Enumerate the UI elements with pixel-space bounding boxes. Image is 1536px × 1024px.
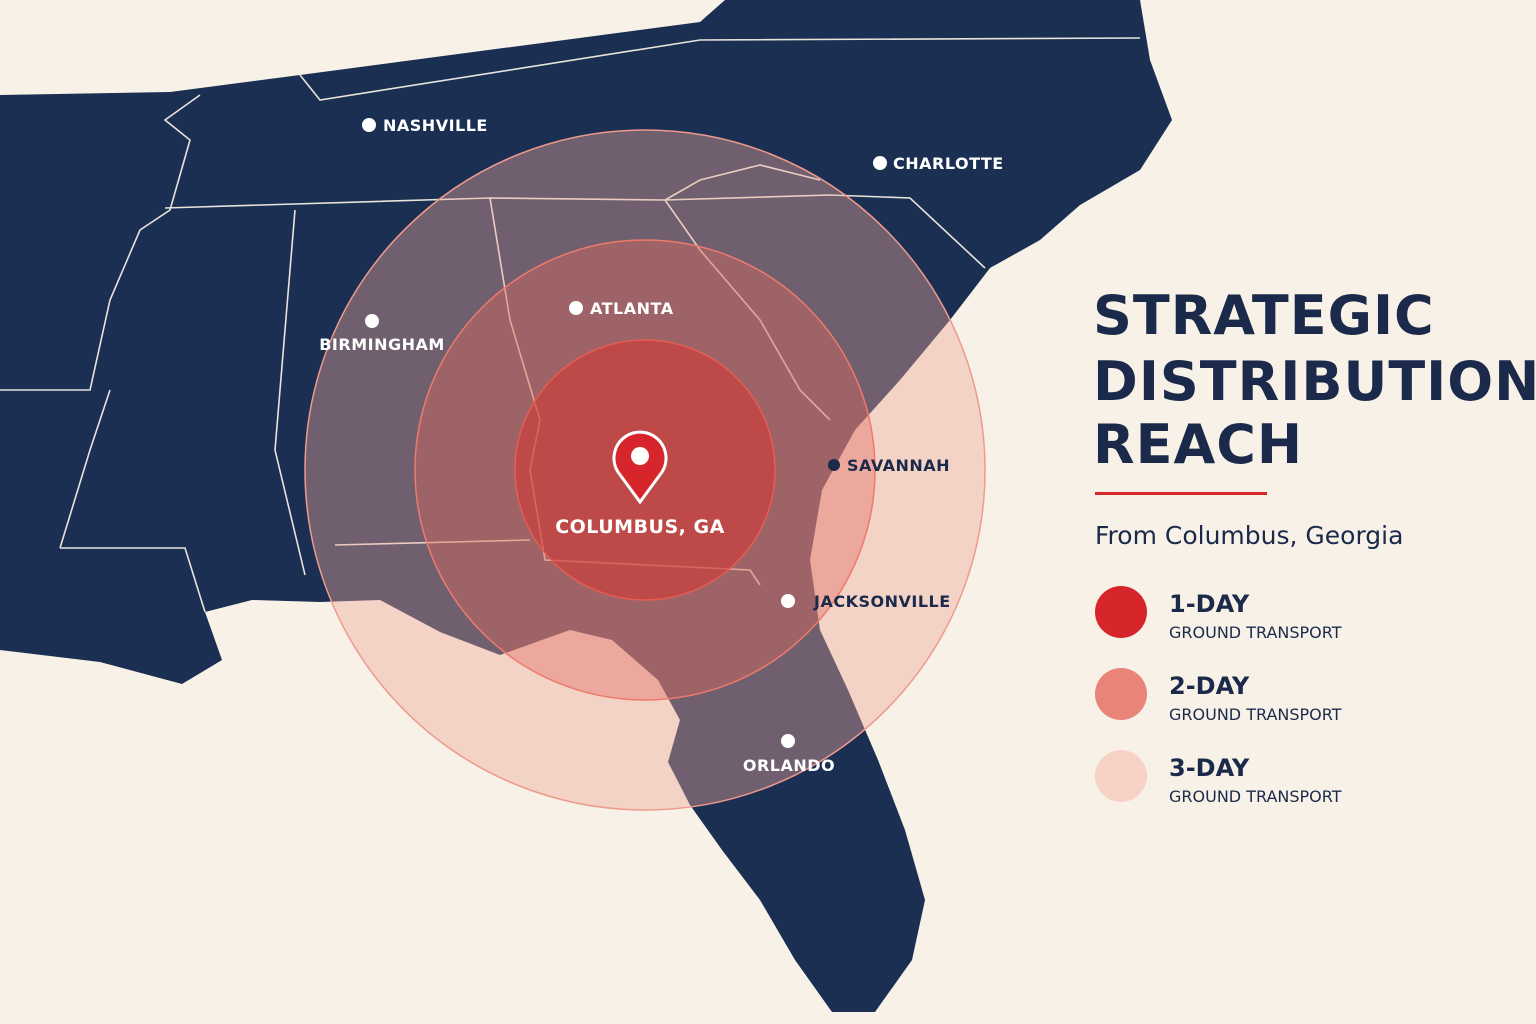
title-line: DISTRIBUTION — [1093, 350, 1536, 413]
title-line: STRATEGIC — [1093, 284, 1435, 347]
legend-sublabel: GROUND TRANSPORT — [1169, 623, 1342, 642]
city-markers — [362, 118, 887, 748]
legend-swatch — [1095, 668, 1147, 720]
city-label: SAVANNAH — [847, 456, 950, 475]
title-rule — [1095, 492, 1267, 495]
legend-label: 1-DAY — [1169, 590, 1250, 618]
legend-swatch — [1095, 586, 1147, 638]
legend-label: 3-DAY — [1169, 754, 1250, 782]
city-label: BIRMINGHAM — [319, 335, 445, 354]
city-label: JACKSONVILLE — [813, 592, 951, 611]
center-pin — [612, 430, 668, 505]
state-borders — [0, 37, 1141, 613]
city-label: NASHVILLE — [383, 116, 488, 135]
title-line: REACH — [1093, 413, 1303, 476]
city-label: ATLANTA — [590, 299, 674, 318]
city-label: ORLANDO — [743, 756, 835, 775]
city-label: CHARLOTTE — [893, 154, 1004, 173]
center-label: COLUMBUS, GA — [555, 516, 725, 538]
subtitle: From Columbus, Georgia — [1095, 521, 1403, 550]
legend-sublabel: GROUND TRANSPORT — [1169, 705, 1342, 724]
legend-sublabel: GROUND TRANSPORT — [1169, 787, 1342, 806]
legend-label: 2-DAY — [1169, 672, 1250, 700]
legend-swatch — [1095, 750, 1147, 802]
